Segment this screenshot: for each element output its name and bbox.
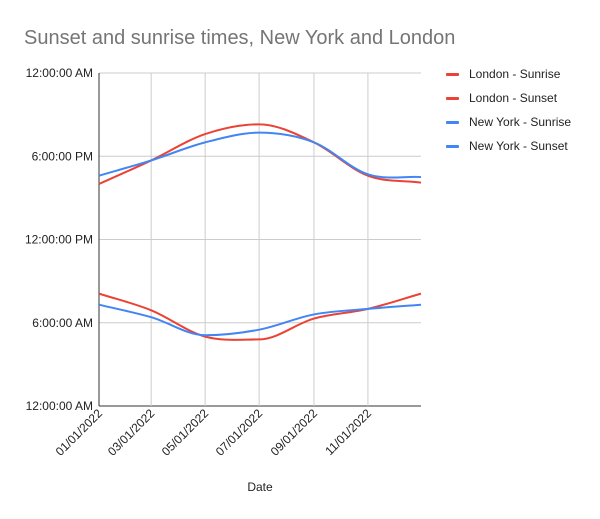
series-line-new-york-sunset bbox=[98, 131, 422, 179]
x-tick-label: 01/01/2022 bbox=[53, 406, 106, 459]
x-tick-label: 09/01/2022 bbox=[268, 406, 321, 459]
legend-swatch bbox=[446, 96, 459, 100]
x-tick-label: 03/01/2022 bbox=[105, 406, 158, 459]
legend-swatch bbox=[446, 120, 459, 124]
x-tick-label: 05/01/2022 bbox=[159, 406, 212, 459]
legend-item: London - Sunrise bbox=[446, 66, 560, 82]
legend-item: New York - Sunset bbox=[446, 138, 568, 154]
y-tick-label: 6:00:00 AM bbox=[32, 316, 93, 330]
x-tick-label: 11/01/2022 bbox=[322, 406, 374, 458]
y-tick-label: 12:00:00 AM bbox=[26, 399, 93, 413]
y-tick-label: 6:00:00 PM bbox=[32, 149, 93, 163]
x-axis-title: Date bbox=[247, 480, 273, 494]
legend-label: New York - Sunrise bbox=[469, 115, 572, 129]
legend-swatch bbox=[446, 72, 459, 76]
legend-label: London - Sunset bbox=[469, 91, 558, 105]
legend-item: London - Sunset bbox=[446, 90, 557, 106]
chart-title: Sunset and sunrise times, New York and L… bbox=[24, 27, 456, 49]
legend-item: New York - Sunrise bbox=[446, 114, 571, 130]
legend-swatch bbox=[446, 144, 459, 148]
x-tick-label: 07/01/2022 bbox=[213, 406, 266, 459]
y-tick-label: 12:00:00 PM bbox=[25, 233, 93, 247]
legend-label: New York - Sunset bbox=[469, 139, 568, 153]
legend-label: London - Sunrise bbox=[469, 67, 561, 81]
series-line-new-york-sunrise bbox=[98, 303, 422, 337]
y-tick-label: 12:00:00 AM bbox=[26, 66, 93, 80]
